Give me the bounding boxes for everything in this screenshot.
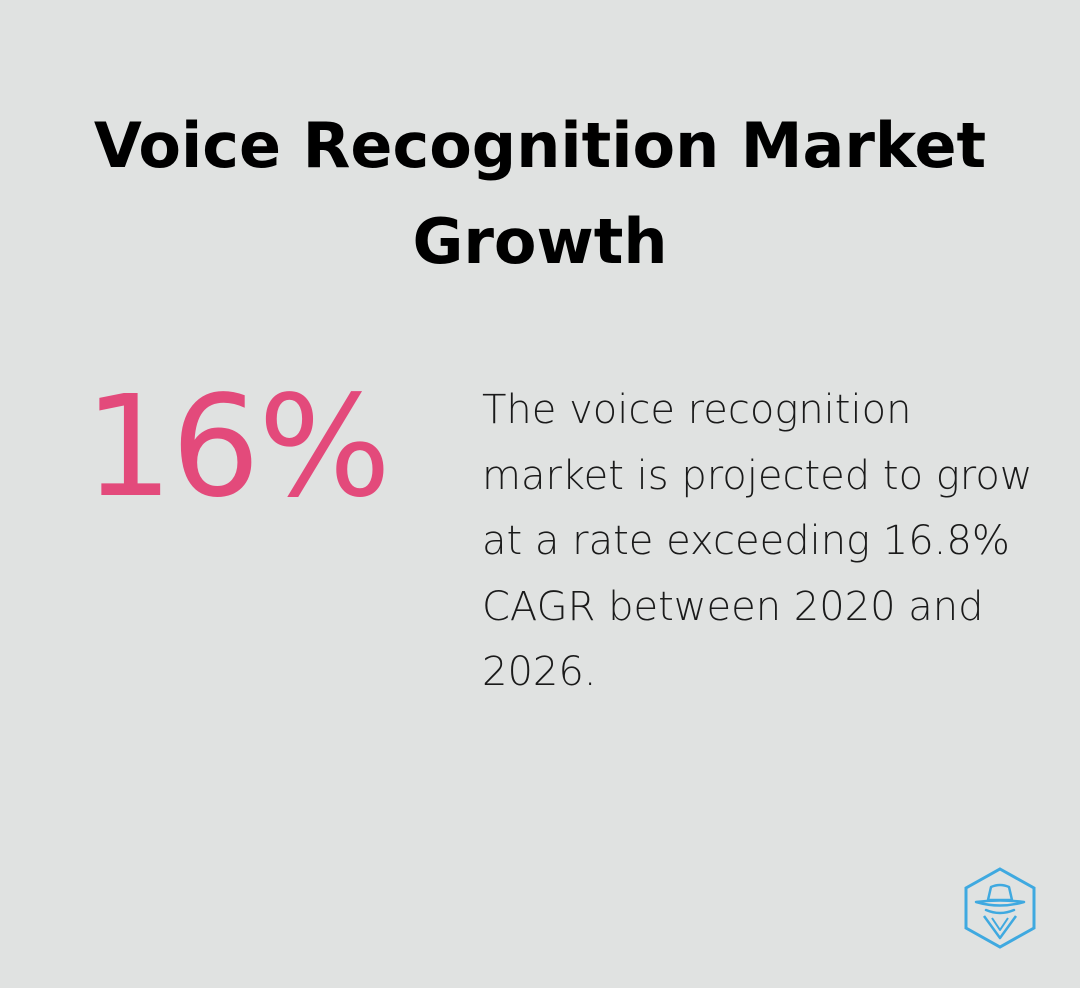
stat-value: 16%	[84, 366, 391, 529]
page-title: Voice Recognition Market Growth	[93, 109, 987, 278]
stat-description: The voice recognition market is projecte…	[482, 387, 1033, 695]
spy-hat-hexagon-icon	[964, 867, 1036, 949]
